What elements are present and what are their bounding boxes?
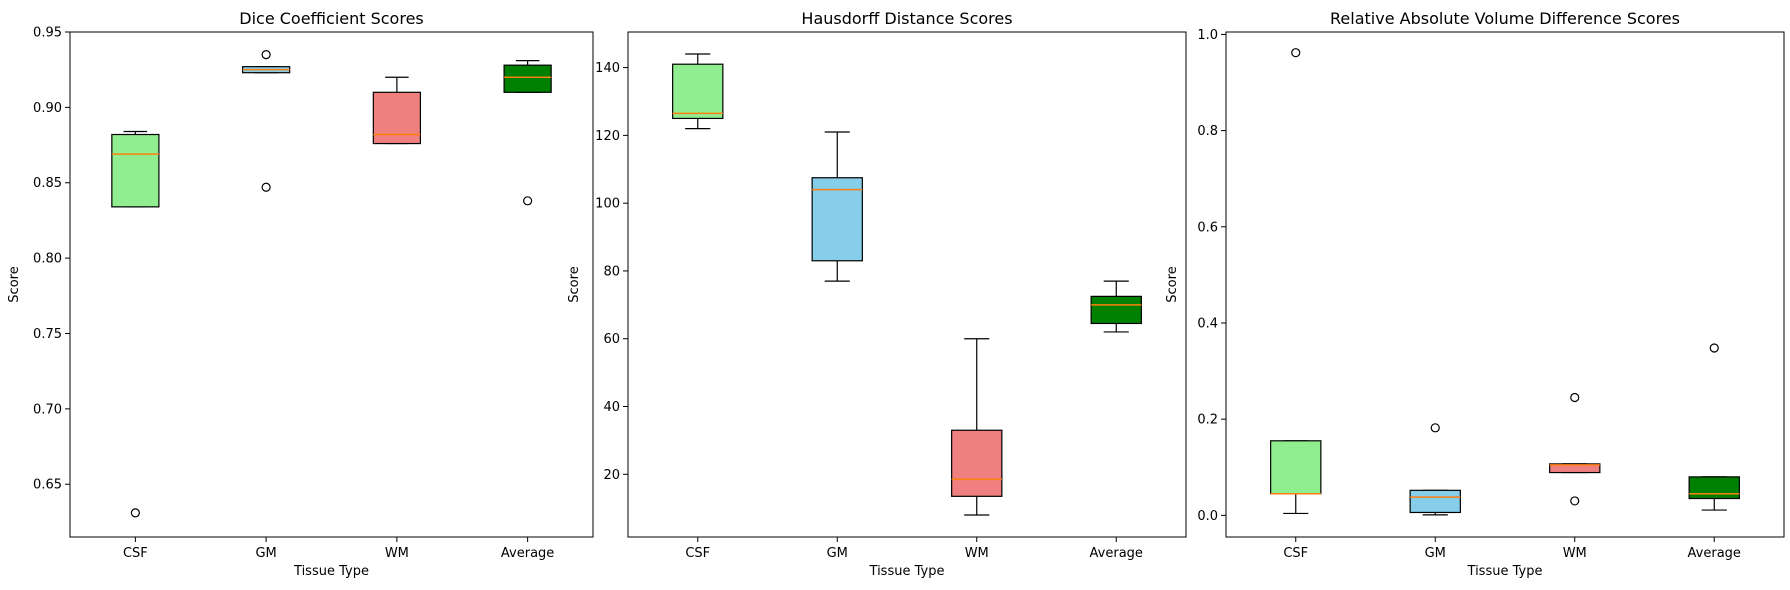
y-tick-label: 0.4 — [1197, 316, 1218, 331]
chart-panel-0: Dice Coefficient Scores 0.65 0.70 0.75 0.80 0… — [7, 9, 594, 579]
box-gm — [811, 131, 863, 282]
box-csf — [672, 53, 724, 130]
y-tick-label: 0.95 — [33, 26, 62, 41]
chart-panel-2: Relative Absolute Volume Difference Scor… — [1165, 9, 1785, 579]
x-tick-label: GM — [1425, 546, 1446, 561]
box-iqr — [1409, 489, 1461, 514]
x-tick-label: WM — [385, 546, 409, 561]
y-tick-label: 80 — [603, 264, 620, 279]
y-tick-label: 140 — [595, 61, 620, 76]
outlier-point — [1291, 48, 1301, 58]
outlier-point — [1570, 392, 1580, 403]
box-gm — [1409, 423, 1461, 516]
box-iqr — [951, 429, 1003, 497]
y-tick-label: 60 — [603, 332, 620, 347]
y-tick-label: 0.70 — [33, 402, 62, 417]
x-axis-label: Tissue Type — [1467, 564, 1543, 579]
y-tick-label: 0.6 — [1197, 220, 1218, 235]
box-iqr — [1270, 440, 1322, 495]
box-iqr — [372, 91, 422, 145]
y-tick-label: 0.90 — [33, 101, 62, 116]
box-gm — [241, 50, 291, 192]
outlier-point — [130, 508, 140, 518]
x-tick-label: Average — [1688, 546, 1741, 561]
y-tick-label: 120 — [595, 129, 620, 144]
axes-frame — [627, 31, 1187, 538]
x-tick-label: CSF — [685, 546, 710, 561]
x-tick-label: GM — [255, 546, 276, 561]
x-axis-label: Tissue Type — [869, 564, 945, 579]
x-tick-label: CSF — [1283, 546, 1308, 561]
y-tick-label: 0.0 — [1197, 509, 1218, 524]
x-tick-label: WM — [1563, 546, 1587, 561]
box-iqr — [811, 177, 863, 262]
y-tick-label: 40 — [603, 400, 620, 415]
x-axis-label: Tissue Type — [293, 564, 369, 579]
chart-panel-1: Hausdorff Distance Scores 20 40 60 80 100 120 1… — [567, 9, 1187, 579]
box-iqr — [1090, 295, 1142, 325]
box-iqr — [111, 133, 160, 208]
axes-frame — [69, 31, 594, 538]
box-iqr — [672, 63, 724, 120]
outlier-point — [1709, 343, 1719, 353]
box-iqr — [1688, 476, 1740, 500]
box-iqr — [1549, 463, 1601, 474]
y-tick-label: 0.75 — [33, 327, 62, 342]
box-wm — [951, 338, 1003, 516]
chart-title: Hausdorff Distance Scores — [801, 9, 1012, 28]
y-axis-label: Score — [567, 266, 582, 302]
outlier-point — [1430, 423, 1440, 433]
x-tick-label: WM — [965, 546, 989, 561]
box-average — [503, 60, 552, 206]
y-tick-label: 0.85 — [33, 176, 62, 191]
box-average — [1090, 280, 1142, 333]
chart-title: Relative Absolute Volume Difference Scor… — [1330, 9, 1680, 28]
y-tick-label: 0.8 — [1197, 124, 1218, 139]
y-tick-label: 0.65 — [33, 478, 62, 493]
x-tick-label: CSF — [123, 546, 148, 561]
y-axis-label: Score — [7, 266, 22, 302]
y-axis-label: Score — [1165, 266, 1180, 302]
box-csf — [111, 130, 160, 518]
outlier-point — [1570, 496, 1580, 506]
y-tick-label: 1.0 — [1197, 28, 1218, 43]
y-tick-label: 100 — [595, 197, 620, 212]
box-wm — [1549, 392, 1601, 506]
outlier-point — [523, 196, 533, 206]
y-tick-label: 0.2 — [1197, 413, 1218, 428]
box-csf — [1270, 48, 1322, 515]
outlier-point — [261, 50, 271, 60]
y-tick-label: 0.80 — [33, 252, 62, 267]
outlier-point — [261, 182, 271, 192]
x-tick-label: GM — [827, 546, 848, 561]
box-average — [1688, 343, 1740, 511]
box-iqr — [503, 64, 552, 93]
x-tick-label: Average — [501, 546, 554, 561]
x-tick-label: Average — [1090, 546, 1143, 561]
axes-frame — [1225, 31, 1785, 538]
chart-title: Dice Coefficient Scores — [239, 9, 424, 28]
box-wm — [372, 76, 422, 145]
y-tick-label: 20 — [603, 468, 620, 483]
